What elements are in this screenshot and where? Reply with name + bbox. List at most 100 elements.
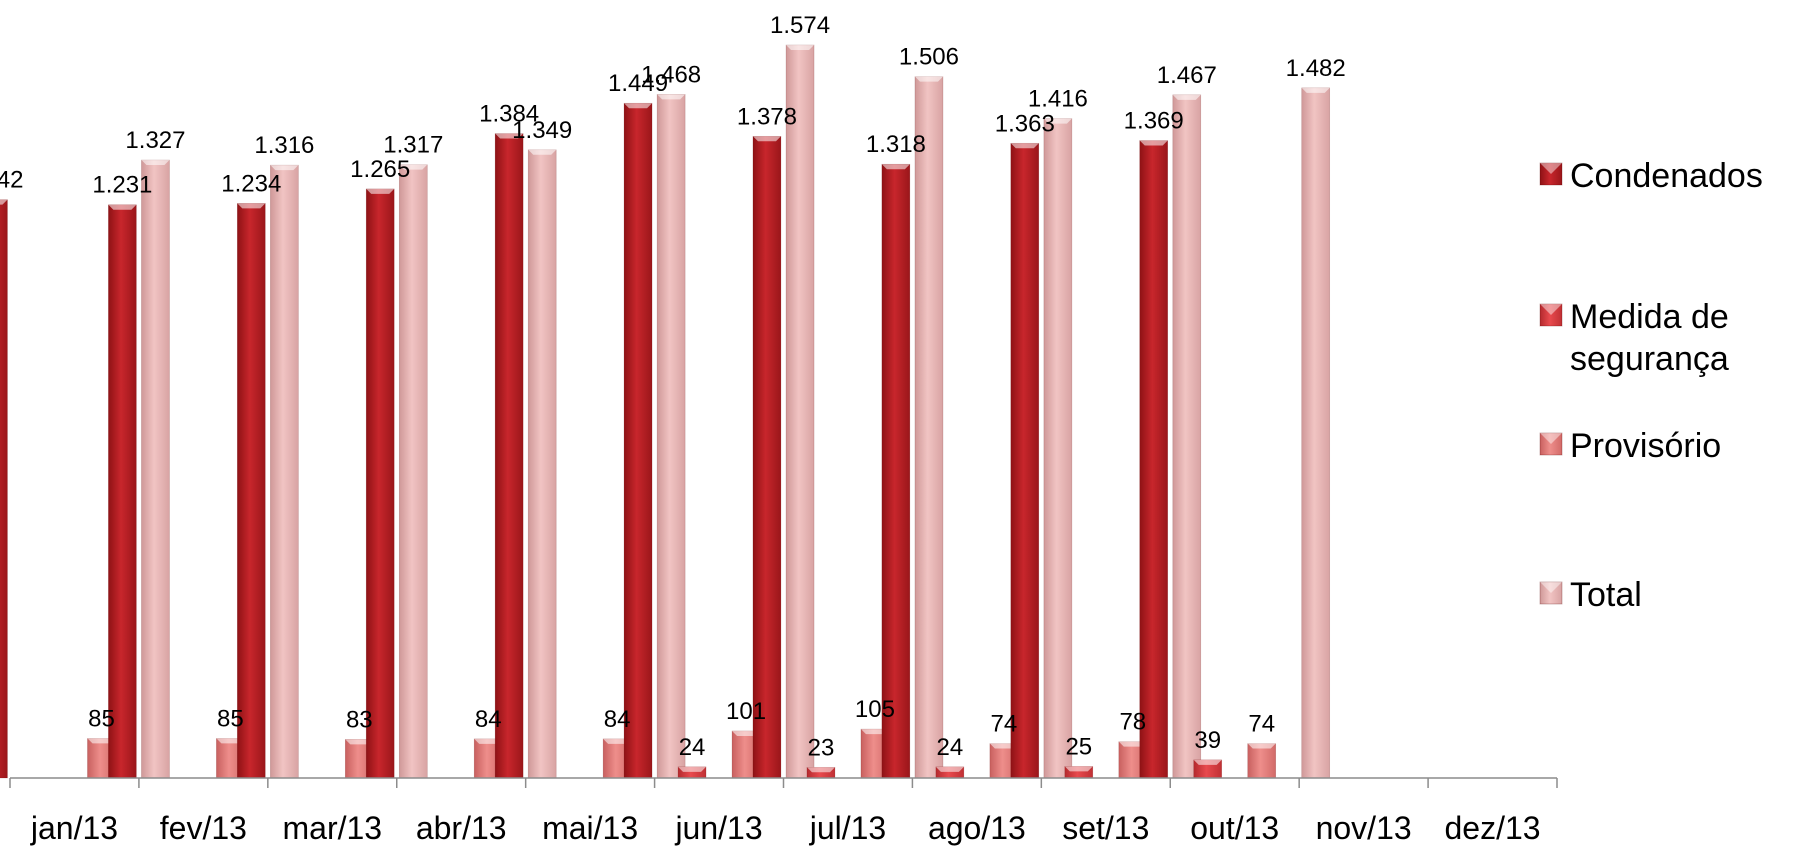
- bar-total-ago-13: [1043, 118, 1073, 779]
- bar-cap-total-jan-13: [141, 160, 170, 166]
- data-label-condenados-mar-13: 1.234: [221, 170, 281, 197]
- bar-cap-condenados-abr-13: [366, 188, 395, 194]
- data-label-medida-de-seguranca-jul-13: 23: [808, 734, 835, 761]
- bar-cap-condenados-mai-13: [495, 133, 524, 139]
- data-label-condenados-abr-13: 1.265: [350, 156, 410, 183]
- bar-condenados-mai-13: [494, 133, 524, 779]
- data-label-total-jun-13: 1.574: [770, 12, 830, 39]
- bar-total-jul-13: [914, 76, 944, 779]
- data-label-provisorio-out-13: 74: [1248, 711, 1275, 738]
- bar-cap-medida-de-seguranca-jul-13: [806, 767, 835, 773]
- data-label-provisorio-abr-13: 84: [475, 706, 502, 733]
- bar-cap-condenados-out-13: [1139, 140, 1168, 146]
- x-tick-label-dez-13: dez/13: [1445, 810, 1541, 846]
- x-tick-label-mar-13: mar/13: [282, 810, 382, 846]
- data-label-provisorio-ago-13: 74: [991, 711, 1018, 738]
- x-tick-label-jun-13: jun/13: [674, 810, 762, 846]
- legend-swatch-provisorio: [1539, 432, 1563, 456]
- bar-cap-total-fev-13: [270, 165, 299, 171]
- bar-provisorio-out-13: [1247, 743, 1277, 779]
- x-tick-label-mai-13: mai/13: [542, 810, 638, 846]
- bar-cap-total-abr-13: [528, 149, 557, 155]
- data-label-condenados-fev-13: 1.231: [92, 172, 152, 199]
- data-label-provisorio-fev-13: 85: [217, 705, 244, 732]
- bar-cap-total-jul-13: [914, 76, 943, 82]
- data-label-medida-de-seguranca-ago-13: 24: [937, 734, 964, 761]
- data-label-provisorio-jan-13: 85: [88, 705, 115, 732]
- data-label-provisorio-jul-13: 105: [855, 696, 895, 723]
- legend-label-total: Total: [1570, 576, 1642, 614]
- bar-condenados-mar-13: [236, 203, 266, 779]
- data-label-medida-de-seguranca-jun-13: 24: [679, 734, 706, 761]
- bar-cap-condenados-set-13: [1010, 143, 1039, 149]
- data-label-total-fev-13: 1.316: [254, 132, 314, 159]
- legend-label-medida-de-seguranca-line-2: segurança: [1570, 340, 1729, 378]
- bar-condenados-abr-13: [365, 188, 395, 779]
- bar-cap-condenados-jul-13: [752, 136, 781, 142]
- bar-total-set-13: [1172, 94, 1202, 779]
- legend-swatch-highlight-medida-de-seguranca: [1540, 304, 1562, 315]
- bar-condenados-fev-13: [108, 204, 137, 779]
- data-label-provisorio-mai-13: 84: [604, 706, 631, 733]
- bar-condenados-ago-13: [881, 163, 911, 779]
- x-tick-label-fev-13: fev/13: [160, 810, 247, 846]
- data-label-condenados-mai-13: 1.384: [479, 100, 539, 127]
- legend: Condenados Medida de segurança Provisório To…: [1539, 157, 1763, 614]
- legend-swatch-medida-de-seguranca: [1539, 303, 1563, 327]
- bar-cap-condenados-jun-13: [624, 103, 653, 109]
- legend-swatch-highlight-provisorio: [1540, 433, 1562, 444]
- data-label-total-mai-13: 1.468: [641, 61, 701, 88]
- data-label-total-ago-13: 1.416: [1028, 86, 1088, 113]
- x-tick-label-jul-13: jul/13: [809, 810, 887, 846]
- data-label-total-jul-13: 1.506: [899, 44, 959, 71]
- bar-cap-total-ago-13: [1043, 118, 1072, 124]
- bar-total-mai-13: [656, 94, 686, 779]
- data-label-condenados-jan-13: 1.242: [0, 167, 23, 194]
- data-label-condenados-set-13: 1.363: [995, 110, 1055, 137]
- legend-label-condenados: Condenados: [1570, 157, 1763, 195]
- data-label-provisorio-jun-13: 101: [726, 698, 766, 725]
- data-label-provisorio-set-13: 78: [1119, 709, 1146, 736]
- data-label-provisorio-mar-13: 83: [346, 706, 373, 733]
- legend-swatch-total: [1539, 581, 1563, 605]
- legend-label-provisorio: Provisório: [1570, 427, 1721, 465]
- bar-cap-condenados-ago-13: [881, 164, 910, 170]
- legend-swatch-condenados: [1539, 162, 1563, 186]
- bar-condenados-out-13: [1139, 140, 1169, 779]
- legend-swatch-highlight-total: [1540, 582, 1562, 593]
- bar-condenados-jan-13: [0, 199, 8, 779]
- bar-cap-provisorio-out-13: [1247, 743, 1276, 749]
- bar-cap-medida-de-seguranca-set-13: [1064, 766, 1093, 772]
- x-axis: jan/13 fev/13 mar/13 abr/13 mai/13 jun/13 jul/…: [9, 777, 1558, 846]
- bar-total-jun-13: [785, 44, 815, 779]
- x-tick-label-ago-13: ago/13: [928, 810, 1026, 846]
- data-label-condenados-out-13: 1.369: [1124, 107, 1184, 134]
- bar-cap-total-out-13: [1301, 87, 1330, 93]
- bar-total-out-13: [1301, 87, 1331, 779]
- x-tick-label-out-13: out/13: [1190, 810, 1279, 846]
- bar-cap-condenados-mar-13: [237, 203, 266, 209]
- data-label-total-abr-13: 1.349: [512, 117, 572, 144]
- bar-cap-condenados-fev-13: [108, 204, 137, 210]
- x-tick-label-jan-13: jan/13: [30, 810, 118, 846]
- data-label-total-mar-13: 1.317: [383, 132, 443, 159]
- bar-cap-medida-de-seguranca-jun-13: [678, 766, 707, 772]
- data-label-medida-de-seguranca-set-13: 25: [1065, 733, 1092, 760]
- bar-cap-medida-de-seguranca-out-13: [1193, 759, 1222, 765]
- legend-swatch-highlight-condenados: [1540, 163, 1562, 174]
- bar-cap-total-set-13: [1172, 94, 1201, 100]
- bar-cap-total-mai-13: [657, 94, 686, 100]
- data-labels-layer: 1.242 85 1.327 1.231 85 1.316 1.234 83 1.3171.26…: [0, 12, 1346, 761]
- bar-condenados-jun-13: [623, 102, 653, 779]
- bar-total-mar-13: [398, 164, 428, 779]
- bar-condenados-set-13: [1010, 142, 1040, 779]
- bar-total-jan-13: [141, 159, 170, 779]
- bar-cap-total-jun-13: [786, 45, 815, 50]
- data-label-total-out-13: 1.482: [1286, 55, 1346, 82]
- x-tick-label-set-13: set/13: [1062, 810, 1149, 846]
- bar-cap-total-mar-13: [399, 164, 428, 170]
- bar-total-fev-13: [270, 164, 299, 779]
- data-label-condenados-ago-13: 1.318: [866, 131, 926, 158]
- data-label-total-set-13: 1.467: [1157, 62, 1217, 89]
